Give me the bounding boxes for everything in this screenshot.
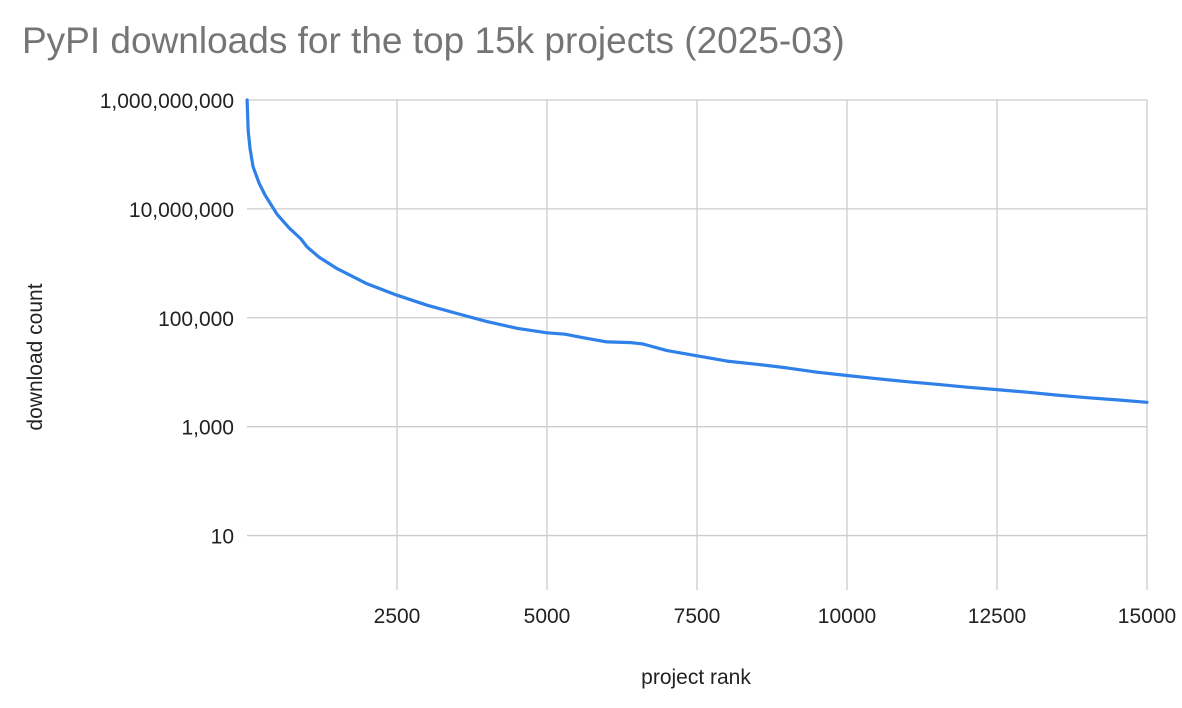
series-line-download-count <box>245 98 1149 404</box>
y-tick-label: 10,000,000 <box>129 199 234 222</box>
chart-title: PyPI downloads for the top 15k projects … <box>22 20 845 61</box>
x-tick-labels: 2500 5000 7500 10000 12500 15000 <box>374 605 1177 628</box>
x-tick-label: 15000 <box>1118 605 1176 628</box>
x-axis-label: project rank <box>641 666 751 689</box>
x-tick-label: 5000 <box>524 605 571 628</box>
x-tick-label: 10000 <box>818 605 876 628</box>
y-tick-label: 100,000 <box>158 308 234 331</box>
grid <box>247 99 1148 590</box>
y-tick-label: 10 <box>211 526 234 549</box>
y-tick-label: 1,000 <box>181 417 234 440</box>
x-tick-label: 12500 <box>968 605 1026 628</box>
y-axis-label: download count <box>24 283 47 430</box>
x-tick-label: 7500 <box>674 605 721 628</box>
y-tick-labels: 10 1,000 100,000 10,000,000 1,000,000,000 <box>100 90 234 549</box>
x-tick-label: 2500 <box>374 605 421 628</box>
y-tick-label: 1,000,000,000 <box>100 90 234 113</box>
